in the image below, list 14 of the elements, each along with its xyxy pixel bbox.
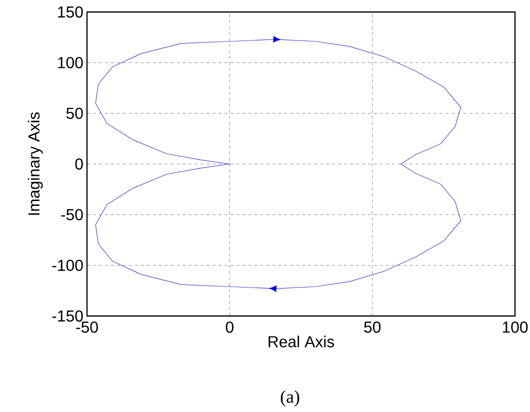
y-axis-title: Imaginary Axis (28, 112, 43, 215)
x-tick-label: 100 (502, 322, 528, 333)
x-axis-title: Real Axis (268, 336, 334, 348)
y-tick-label: -100 (52, 260, 83, 271)
y-tick-label: 100 (58, 57, 83, 68)
x-tick-label: 50 (364, 322, 381, 333)
y-tick-label: -50 (61, 209, 83, 220)
y-tick-label: 150 (58, 6, 83, 18)
y-tick-label: 50 (66, 108, 83, 119)
y-tick-label: 0 (75, 158, 83, 170)
text: (a) (280, 390, 300, 406)
x-tick-label: -50 (76, 322, 98, 333)
y-tick-label: -150 (52, 310, 83, 322)
x-tick-label: 0 (226, 322, 234, 333)
